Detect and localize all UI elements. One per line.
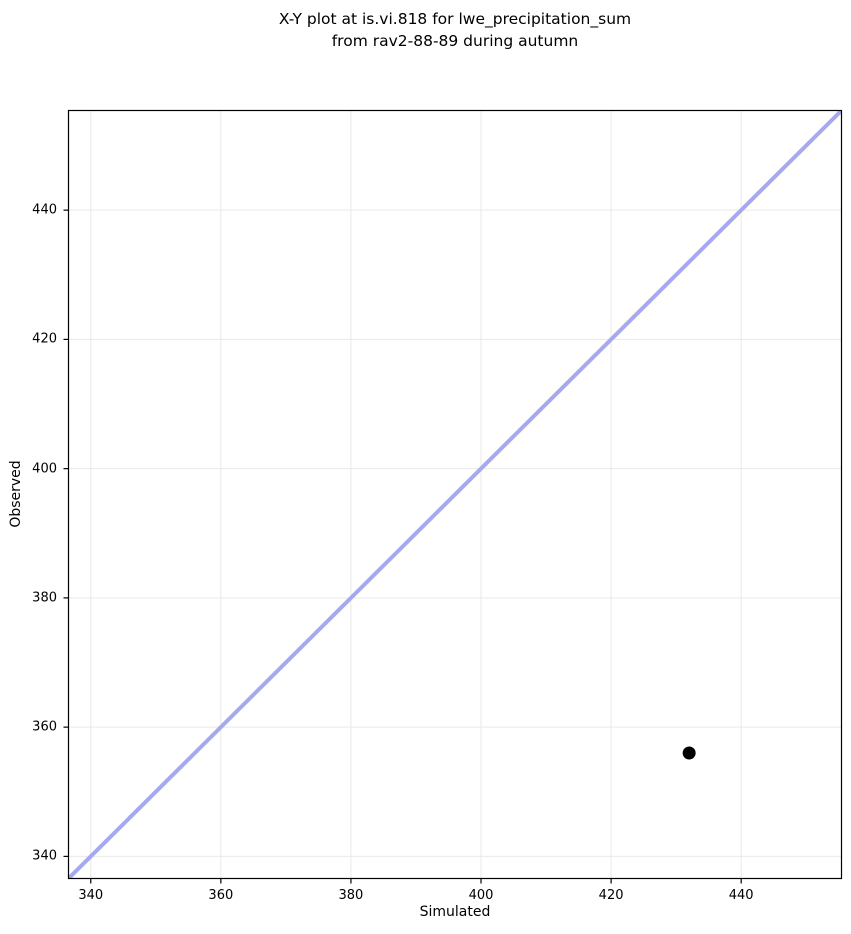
x-axis-label: Simulated [419, 904, 491, 920]
y-tick-label: 380 [32, 590, 57, 606]
x-tick-label: 440 [728, 888, 754, 903]
data-point [682, 746, 696, 760]
chart-title-line-2: from rav2-88-89 during autumn [331, 32, 579, 50]
x-tick-label: 340 [78, 888, 104, 903]
x-tick-label: 360 [208, 888, 234, 903]
chart-title: X-Y plot at is.vi.818 for lwe_precipitat… [68, 8, 842, 52]
identity-line [68, 110, 842, 879]
y-axis-label: Observed [8, 460, 24, 528]
chart-title-line-1: X-Y plot at is.vi.818 for lwe_precipitat… [278, 10, 632, 28]
y-tick-label: 340 [32, 848, 57, 864]
y-tick-label: 360 [32, 719, 57, 735]
x-tick-label: 420 [598, 888, 624, 903]
plot-border [67, 109, 843, 880]
y-tick-label: 440 [32, 202, 57, 218]
x-tick-label: 380 [338, 888, 364, 903]
x-tick-label: 400 [468, 888, 494, 903]
y-tick-label: 420 [32, 331, 57, 347]
y-tick-label: 400 [32, 461, 57, 477]
